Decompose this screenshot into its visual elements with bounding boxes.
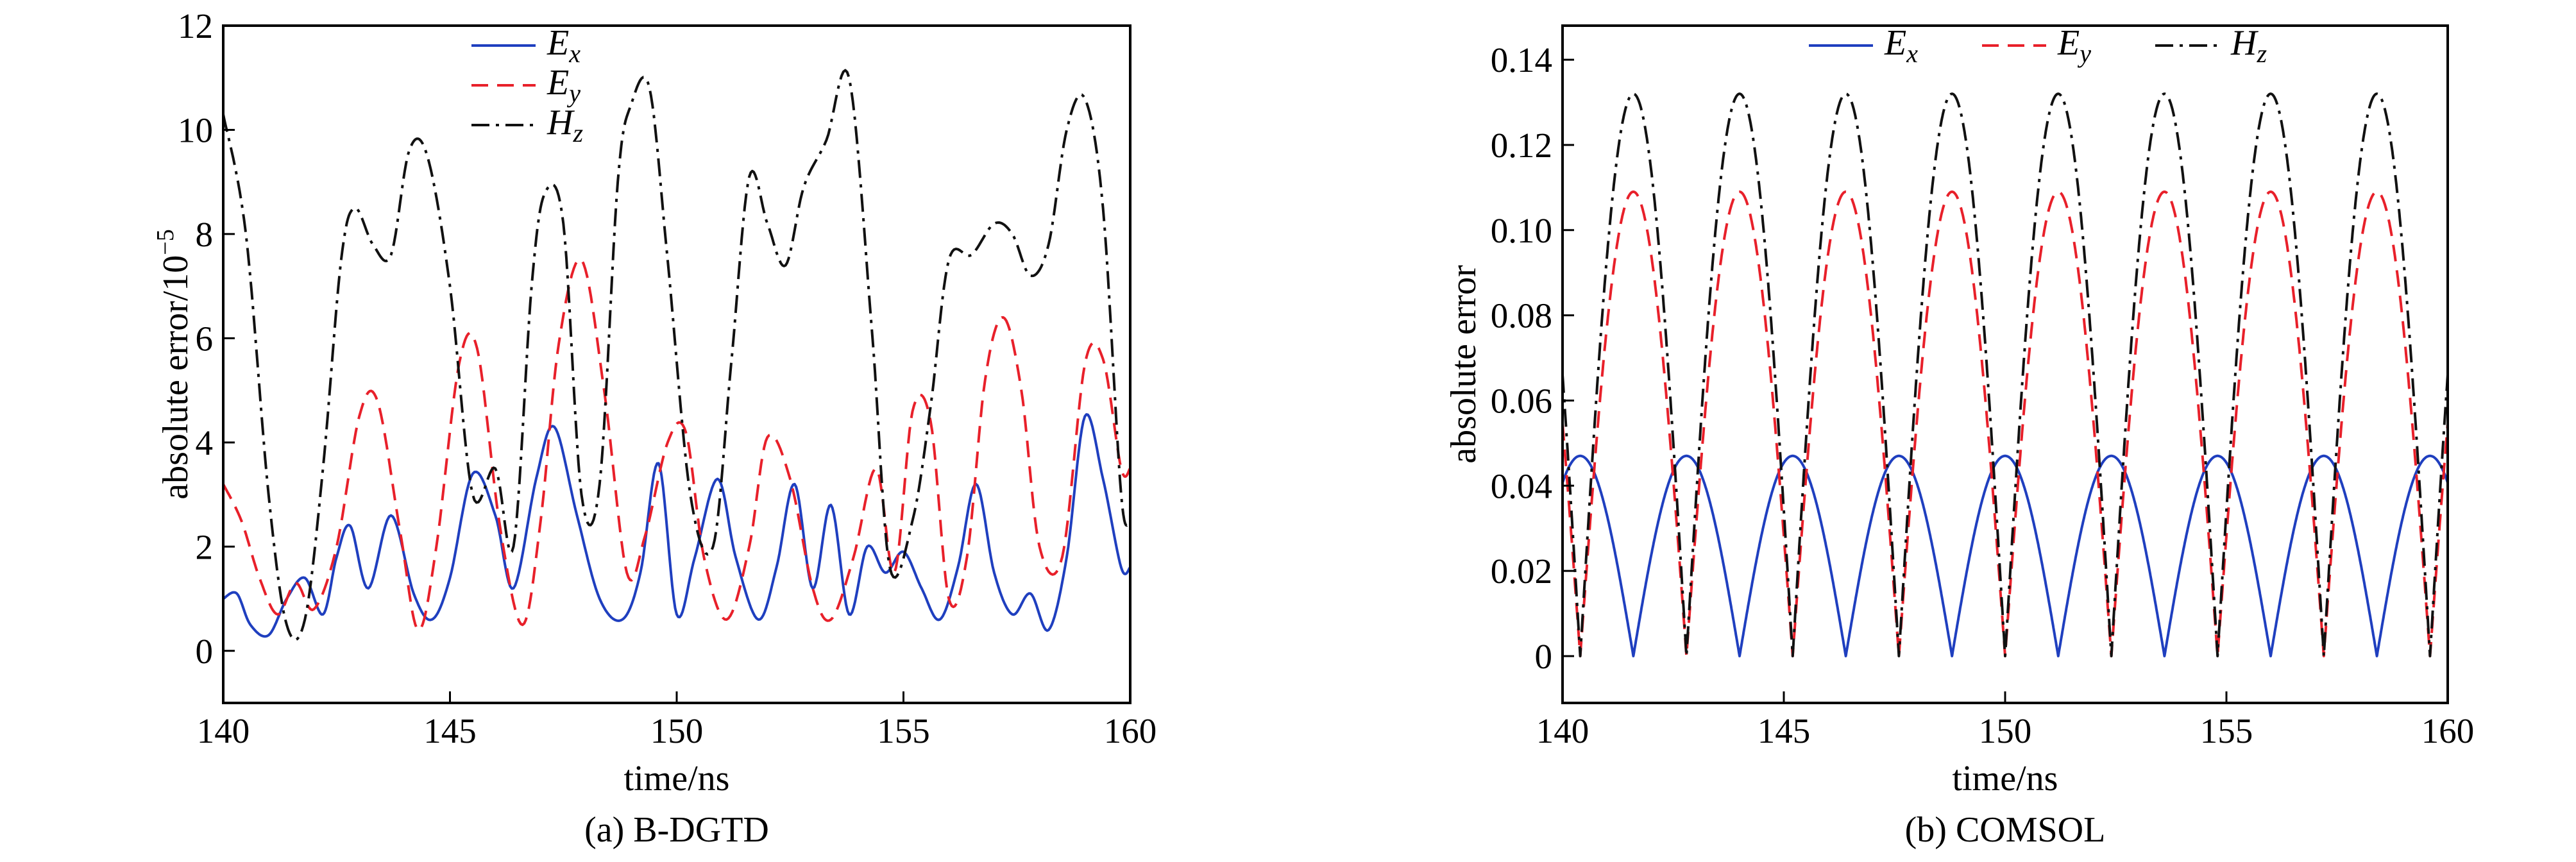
series-line-ey-a — [223, 258, 1130, 632]
x-tick-label-a: 145 — [423, 711, 477, 750]
x-tick-label-b: 140 — [1536, 711, 1589, 750]
legend-label-ey-a: Ey — [547, 63, 580, 108]
y-tick-label-b: 0.08 — [1491, 296, 1552, 335]
x-tick-label-b: 160 — [2421, 711, 2475, 750]
y-tick-label-a: 10 — [178, 110, 213, 149]
y-axis-label-b: absolute error — [1444, 265, 1484, 464]
plot-frame-b — [1561, 24, 2449, 704]
caption-a: (a) B-DGTD — [584, 810, 769, 850]
y-tick-label-a: 4 — [196, 423, 214, 462]
y-tick-label-a: 0 — [196, 632, 214, 671]
y-tick-label-b: 0 — [1535, 637, 1553, 676]
legend-b: Ex Ey Hz — [1809, 23, 2267, 68]
caption-b: (b) COMSOL — [1905, 810, 2106, 850]
x-tick-label-a: 140 — [197, 711, 250, 750]
x-tick-label-b: 145 — [1758, 711, 1811, 750]
y-tick-label-a: 8 — [196, 215, 214, 254]
y-axis-label-a-exponent: −5 — [152, 229, 179, 255]
legend-label-hz-b: Hz — [2230, 23, 2267, 68]
x-axis-label-a: time/ns — [624, 759, 730, 799]
x-tick-label-a: 155 — [877, 711, 930, 750]
x-tick-label-a: 150 — [650, 711, 704, 750]
y-axis-label-a-text: absolute error/10 — [156, 255, 196, 500]
y-tick-label-b: 0.06 — [1491, 381, 1552, 420]
y-tick-label-a: 6 — [196, 319, 214, 358]
y-tick-label-a: 12 — [178, 6, 213, 46]
y-tick-label-b: 0.12 — [1491, 126, 1552, 165]
x-tick-label-b: 155 — [2200, 711, 2253, 750]
x-tick-label-b: 150 — [1979, 711, 2032, 750]
y-tick-label-b: 0.14 — [1491, 40, 1552, 80]
series-line-hz-b — [1563, 92, 2448, 657]
x-tick-label-a: 160 — [1104, 711, 1157, 750]
legend-label-ex-b: Ex — [1884, 23, 1918, 68]
chart-panel-b: 140 145 150 155 160 0 0.02 0.04 0.06 0.08 0.10 0.12… — [1444, 23, 2474, 850]
y-tick-label-a: 2 — [196, 527, 214, 566]
y-axis-label-a: absolute error/10−5 — [152, 229, 196, 499]
legend-label-ex-a: Ex — [547, 23, 580, 68]
series-line-ey-b — [1563, 190, 2448, 657]
y-tick-label-b: 0.10 — [1491, 211, 1552, 250]
y-tick-label-b: 0.04 — [1491, 466, 1552, 505]
series-line-hz-a — [223, 69, 1130, 641]
legend-label-hz-a: Hz — [547, 103, 583, 148]
series-line-ex-a — [223, 413, 1130, 638]
y-tick-label-b: 0.02 — [1491, 552, 1552, 591]
series-line-ex-b — [1563, 454, 2448, 657]
x-axis-label-b: time/ns — [1953, 759, 2058, 799]
legend-label-ey-b: Ey — [2057, 23, 2091, 68]
